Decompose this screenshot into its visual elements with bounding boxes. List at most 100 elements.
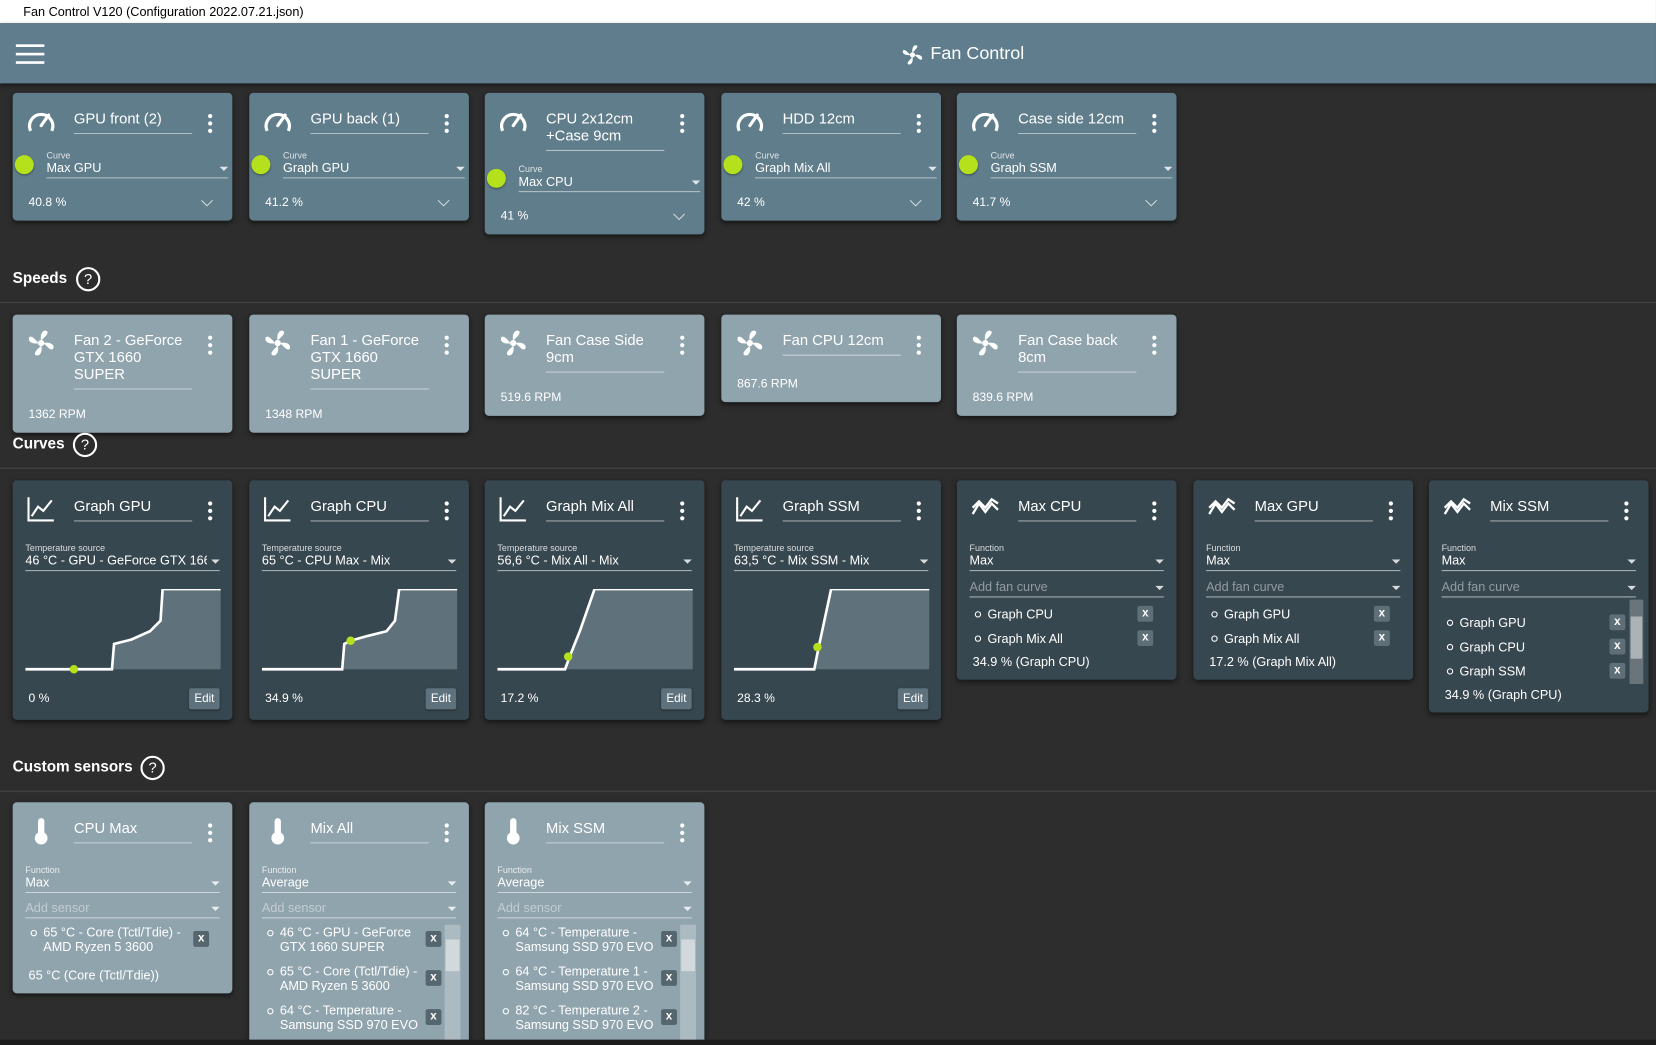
dropdown[interactable]: Temperature source 46 °C - GPU - GeForce … [25, 543, 220, 572]
dropdown[interactable]: Function Max [969, 543, 1164, 572]
card-menu[interactable] [438, 817, 456, 843]
card-menu[interactable] [202, 495, 220, 521]
dropdown[interactable]: Add fan curve [1441, 580, 1636, 598]
sensor-item-name: 64 °C - Temperature - Samsung SSD 970 EV… [515, 924, 654, 955]
expand-button[interactable] [909, 194, 922, 207]
expand-button[interactable] [201, 194, 213, 207]
dropdown[interactable]: Curve Max CPU [518, 164, 701, 193]
dropdown-arrow [683, 559, 692, 564]
card: Mix SSM Function Average Add sensor 64 °C - … [484, 802, 705, 1040]
expand-button[interactable] [1145, 194, 1158, 207]
remove-button[interactable]: x [661, 970, 677, 986]
help-button[interactable]: ? [140, 755, 165, 781]
sensor-list: 46 °C - GPU - GeForce GTX 1660 SUPER x 65 … [262, 924, 461, 1040]
remove-button[interactable]: x [425, 1009, 442, 1025]
remove-button[interactable]: x [1609, 638, 1626, 655]
dropdown[interactable]: Temperature source 65 °C - CPU Max - Mix [261, 543, 457, 572]
speed-value: 519.6 RPM [500, 391, 562, 405]
card-menu[interactable] [1146, 108, 1164, 134]
remove-button[interactable]: x [1373, 630, 1390, 647]
card-menu[interactable] [674, 817, 692, 843]
dropdown-value: 65 °C - CPU Max - Mix [261, 553, 391, 568]
card-menu[interactable] [910, 108, 928, 134]
card-menu[interactable] [1618, 495, 1636, 521]
curve-graph [261, 589, 458, 671]
dropdown[interactable]: Function Max [1206, 543, 1401, 572]
curve-item-name: Graph SSM [1459, 663, 1526, 679]
remove-button[interactable]: x [1137, 630, 1154, 647]
dropdown[interactable]: Temperature source 63,5 °C - Mix SSM - Mi… [733, 543, 929, 572]
menu-button[interactable] [15, 42, 47, 65]
dropdown[interactable]: Curve Graph Mix All [755, 150, 937, 179]
bullet [502, 1008, 510, 1015]
card-icon [736, 497, 763, 522]
curve-footer: 0 % Edit [25, 688, 220, 710]
dropdown[interactable]: Add fan curve [1206, 580, 1401, 598]
dropdown[interactable]: Add sensor [261, 900, 457, 919]
dropdown-label: Curve [46, 149, 71, 161]
card: Graph Mix All Temperature source 56,6 °C -… [484, 480, 705, 720]
card-header: Mix All [262, 817, 456, 847]
card: Graph SSM Temperature source 63,5 °C - Mix… [721, 480, 941, 720]
remove-button[interactable]: x [661, 1009, 677, 1025]
card-icon [737, 330, 763, 356]
edit-button[interactable]: Edit [189, 688, 220, 710]
card-menu[interactable] [674, 108, 692, 134]
card-menu[interactable] [910, 329, 928, 355]
dropdown[interactable]: Curve Graph SSM [990, 150, 1173, 179]
dropdown-arrow [1627, 559, 1636, 564]
remove-button[interactable]: x [193, 931, 210, 947]
card-menu[interactable] [1146, 329, 1164, 355]
curve-item: Graph SSM x [1442, 659, 1636, 683]
dropdown[interactable]: Add sensor [25, 900, 220, 919]
dropdown[interactable]: Curve Graph GPU [283, 150, 465, 179]
edit-button[interactable]: Edit [425, 688, 457, 710]
remove-button[interactable]: x [1609, 614, 1626, 631]
dropdown[interactable]: Curve Max GPU [46, 149, 229, 179]
card-header: Max CPU [969, 495, 1163, 525]
remove-button[interactable]: x [1137, 605, 1154, 622]
edit-button[interactable]: Edit [661, 688, 692, 710]
dropdown[interactable]: Function Average [261, 865, 457, 894]
card-menu[interactable] [1382, 495, 1400, 521]
expand-button[interactable] [673, 208, 686, 221]
card-menu[interactable] [1146, 495, 1164, 521]
card-menu[interactable] [438, 108, 456, 134]
dropdown-value: Graph Mix All [755, 160, 831, 176]
bullet [1211, 634, 1218, 642]
scrollbar [680, 924, 696, 1040]
help-button[interactable]: ? [76, 267, 101, 292]
expand-button[interactable] [437, 194, 450, 207]
card-menu[interactable] [438, 329, 456, 355]
card-header: HDD 12cm [734, 108, 928, 138]
edit-button[interactable]: Edit [897, 688, 929, 710]
remove-button[interactable]: x [425, 931, 442, 947]
card-title: Fan Case back 8cm [1018, 329, 1137, 373]
content: GPU front (2) Curve Max GPU 40.8 % GPU back … [0, 83, 1656, 1040]
dropdown[interactable]: Add fan curve [969, 580, 1164, 598]
remove-button[interactable]: x [661, 931, 677, 947]
dropdown[interactable]: Function Average [497, 865, 692, 894]
remove-button[interactable]: x [425, 970, 442, 986]
card-menu[interactable] [438, 495, 456, 521]
curve-value: 17.2 % [500, 692, 539, 706]
dropdown[interactable]: Temperature source 56,6 °C - Mix All - Mi… [497, 543, 692, 572]
card-menu[interactable] [674, 495, 692, 521]
dropdown[interactable]: Add sensor [497, 900, 692, 919]
remove-button[interactable]: x [1609, 662, 1626, 679]
card-menu[interactable] [910, 495, 928, 521]
card-menu[interactable] [202, 329, 220, 355]
dropdown[interactable]: Function Max [25, 865, 220, 894]
card-menu[interactable] [202, 108, 220, 134]
dropdown[interactable]: Function Max [1441, 543, 1636, 572]
card-menu[interactable] [674, 329, 692, 355]
control-footer: 41 % [497, 208, 691, 224]
remove-button[interactable]: x [1373, 605, 1390, 622]
control-value: 41.7 % [972, 196, 1011, 210]
help-button[interactable]: ? [72, 432, 98, 458]
bullet [267, 1008, 274, 1015]
bullet [1211, 610, 1218, 617]
control-row: Curve Max GPU [14, 150, 229, 179]
dropdown-value: Max [25, 875, 50, 890]
card-menu[interactable] [202, 817, 220, 843]
